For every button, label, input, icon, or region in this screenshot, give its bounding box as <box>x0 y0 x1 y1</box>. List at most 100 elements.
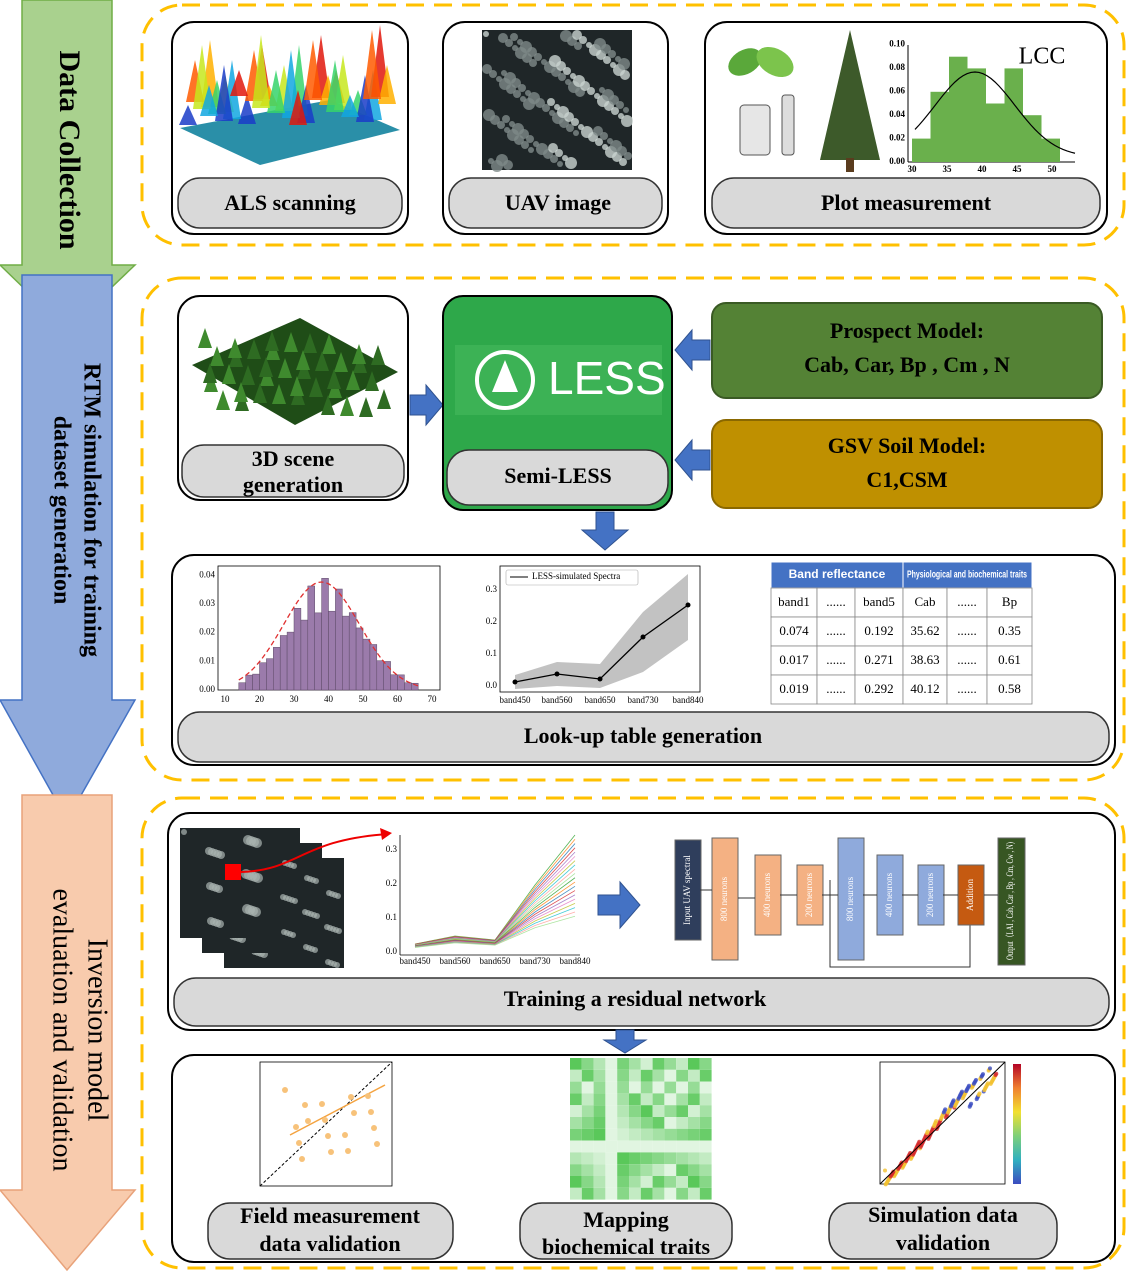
lcc-map-cell <box>594 1152 606 1164</box>
field-point <box>371 1125 377 1131</box>
field-point <box>299 1156 305 1162</box>
lcc-map-cell <box>605 1129 617 1141</box>
table-cell-text: 40.12 <box>910 681 939 696</box>
lcc-map-cell <box>676 1188 688 1200</box>
table-cell-text: 0.61 <box>998 652 1021 667</box>
lcc-map-cell <box>629 1152 641 1164</box>
model-label: C1,CSM <box>866 467 948 492</box>
density-point <box>978 1091 982 1095</box>
y-tick-label: 0.02 <box>199 627 215 637</box>
tree-crown <box>594 38 606 50</box>
table-cell-text: ...... <box>826 652 846 667</box>
histogram-bar <box>308 586 315 690</box>
field-point <box>328 1149 334 1155</box>
density-point <box>934 1119 938 1123</box>
x-tick-label: 10 <box>221 694 231 704</box>
lcc-map-cell <box>641 1117 653 1129</box>
sensor-device <box>782 95 794 155</box>
histogram-bar <box>239 683 246 690</box>
tree-crown <box>572 30 582 40</box>
tree-crown <box>205 847 213 855</box>
lcc-map-cell <box>664 1164 676 1176</box>
lcc-map-cell <box>676 1105 688 1117</box>
histogram-bar <box>329 611 336 690</box>
network-layer-label: 200 neurons <box>804 872 814 917</box>
histogram-bar <box>260 663 267 690</box>
histogram-bar <box>301 620 308 690</box>
density-point <box>943 1107 947 1111</box>
lcc-map-cell <box>653 1117 665 1129</box>
lcc-map-cell <box>688 1152 700 1164</box>
lcc-map-cell <box>617 1188 629 1200</box>
network-layer-label: 800 neurons <box>845 876 855 921</box>
y-tick-label: 0.1 <box>386 912 397 922</box>
stage-label: evaluation and validation <box>47 888 78 1171</box>
lcc-map-cell <box>594 1082 606 1094</box>
table-cell-text: 0.017 <box>779 652 809 667</box>
x-tick-label: 60 <box>393 694 403 704</box>
lcc-map-cell <box>688 1093 700 1105</box>
field-point <box>296 1140 302 1146</box>
field-point <box>319 1101 325 1107</box>
lcc-map-cell <box>653 1093 665 1105</box>
lcc-map-cell <box>653 1164 665 1176</box>
lcc-map-cell <box>594 1176 606 1188</box>
network-layer-label: Input UAV spectral <box>682 855 692 925</box>
stage-label: Inversion model <box>82 939 113 1122</box>
lcc-map-cell <box>676 1141 688 1153</box>
lcc-map-cell <box>653 1176 665 1188</box>
lcc-map-cell <box>641 1129 653 1141</box>
tree-crown <box>607 138 613 144</box>
lcc-map-cell <box>641 1105 653 1117</box>
model-label: Prospect Model: <box>830 318 984 343</box>
tree-crown <box>488 158 494 164</box>
histogram-bar <box>322 578 329 690</box>
panel-label: biochemical traits <box>542 1234 710 1259</box>
x-tick-label: 40 <box>324 694 334 704</box>
density-point <box>926 1130 930 1134</box>
lcc-map-cell <box>582 1093 594 1105</box>
lcc-map-cell <box>641 1164 653 1176</box>
lcc-map-cell <box>582 1082 594 1094</box>
tree-crown <box>554 104 560 110</box>
histogram-bar <box>931 92 950 162</box>
tree-crown <box>181 829 187 835</box>
lcc-map-cell <box>629 1082 641 1094</box>
workflow-diagram: Data CollectionRTM simulation for traini… <box>0 0 1130 1272</box>
tree-crown <box>304 875 310 881</box>
lcc-map-cell <box>570 1058 582 1070</box>
x-tick-label: band450 <box>400 956 431 966</box>
field-point <box>342 1132 348 1138</box>
tree-crown <box>483 109 495 121</box>
lcc-map-cell <box>676 1129 688 1141</box>
panel-label: Look-up table generation <box>524 723 762 748</box>
lcc-map-cell <box>676 1176 688 1188</box>
lcc-map-cell <box>641 1141 653 1153</box>
table-cell-text: band5 <box>863 594 895 609</box>
y-tick-label: 0.0 <box>386 946 398 956</box>
lcc-map-cell <box>570 1105 582 1117</box>
x-tick-label: band730 <box>628 695 659 705</box>
tree-crown <box>482 64 492 74</box>
lcc-map-cell <box>700 1164 712 1176</box>
tree-crown <box>496 154 508 166</box>
lcc-map-cell <box>629 1141 641 1153</box>
lcc-map-cell <box>688 1176 700 1188</box>
lcc-map-cell <box>629 1070 641 1082</box>
lcc-map-cell <box>653 1105 665 1117</box>
tree-crown <box>501 70 507 76</box>
stage-label: RTM simulation for training <box>78 363 104 657</box>
uav-image-stack <box>180 828 300 938</box>
x-tick-label: 30 <box>290 694 300 704</box>
table-cell-text: Bp <box>1002 594 1017 609</box>
panel-label: ALS scanning <box>224 190 355 215</box>
lcc-map-cell <box>664 1117 676 1129</box>
lcc-map-cell <box>605 1141 617 1153</box>
x-tick-label: 30 <box>908 164 918 174</box>
table-cell-text: 35.62 <box>910 623 939 638</box>
lcc-map-cell <box>617 1105 629 1117</box>
lcc-map-cell <box>617 1058 629 1070</box>
tree-crown <box>512 45 518 51</box>
table-cell-text: 0.192 <box>864 623 893 638</box>
lcc-map-cell <box>629 1188 641 1200</box>
